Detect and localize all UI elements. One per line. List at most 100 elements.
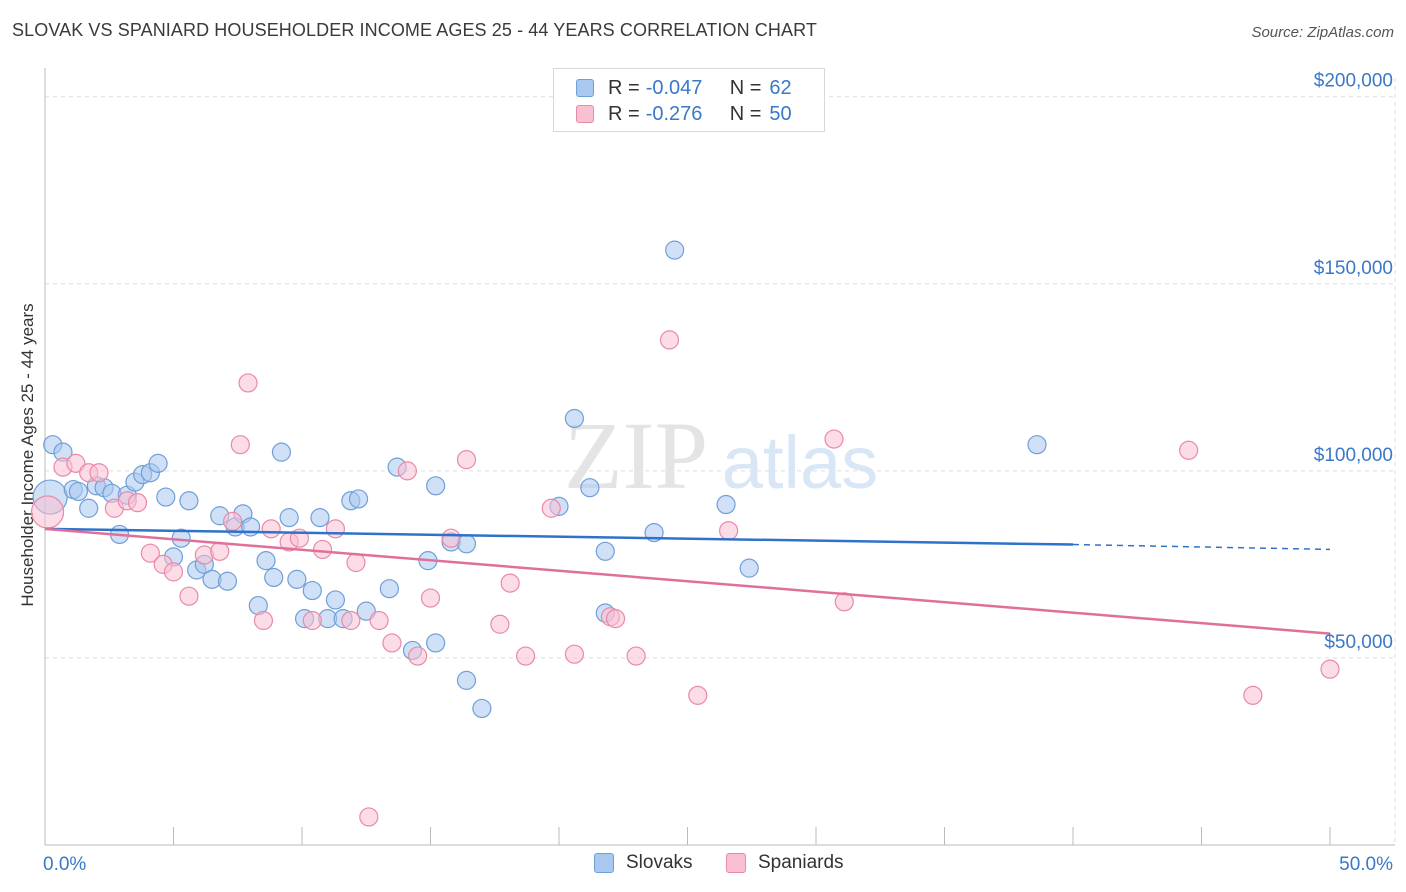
y-tick-label: $150,000 xyxy=(1314,258,1393,279)
series-legend-spaniards[interactable]: Spaniards xyxy=(726,852,844,874)
spaniard-point xyxy=(89,463,109,483)
spaniard-point xyxy=(500,573,520,593)
slovak-trend-line-extension xyxy=(1072,543,1331,551)
series-legend-slovaks[interactable]: Slovaks xyxy=(594,852,693,874)
legend-swatch-slovaks xyxy=(576,79,594,97)
spaniard-point xyxy=(238,373,258,393)
spaniard-point xyxy=(253,610,274,631)
spaniard-point xyxy=(1179,440,1199,460)
slovak-point xyxy=(179,491,199,511)
slovak-point xyxy=(426,633,446,653)
series-label-spaniards: Spaniards xyxy=(758,852,844,873)
watermark-atlas: atlas xyxy=(722,421,878,504)
y-tick-label: $50,000 xyxy=(1324,632,1393,653)
legend-row-slovaks: R = -0.047 N = 62 xyxy=(576,76,792,100)
spaniard-point xyxy=(688,685,708,705)
slovak-trend-line xyxy=(44,527,1074,546)
x-tick-label: 50.0% xyxy=(1339,854,1393,875)
legend-r-label: R = xyxy=(608,102,640,125)
spaniard-point xyxy=(605,609,626,629)
slovak-point xyxy=(148,453,168,473)
spaniard-point xyxy=(369,610,389,631)
spaniard-point xyxy=(359,807,379,827)
slovak-point xyxy=(302,580,322,601)
slovak-point xyxy=(472,698,492,719)
spaniard-point xyxy=(397,461,417,481)
gridlines xyxy=(45,78,1396,845)
spaniard-point xyxy=(541,498,561,518)
slovak-point xyxy=(310,508,330,528)
watermark: ZIP atlas xyxy=(564,402,878,509)
slovak-point xyxy=(264,567,284,588)
series-swatch-spaniards xyxy=(726,853,746,873)
slovak-point xyxy=(279,508,299,528)
slovak-point xyxy=(456,670,477,690)
spaniard-point xyxy=(441,528,461,548)
legend-r-value: -0.047 xyxy=(645,76,703,99)
slovak-point xyxy=(217,571,238,591)
correlation-legend: R = -0.047 N = 62 R = -0.276 N = 50 xyxy=(553,68,825,132)
y-tick-label: $100,000 xyxy=(1314,445,1393,466)
series-label-slovaks: Slovaks xyxy=(626,852,693,873)
slovak-point xyxy=(739,558,759,578)
spaniard-point xyxy=(341,610,361,631)
spaniard-point xyxy=(30,495,65,529)
slovak-point xyxy=(716,494,736,515)
spaniard-point xyxy=(824,429,844,449)
spaniard-point xyxy=(179,586,199,606)
spaniard-point xyxy=(382,633,402,653)
x-tick-label: 0.0% xyxy=(43,854,86,875)
slovak-point xyxy=(564,408,585,429)
slovak-point xyxy=(595,541,615,561)
spaniard-point xyxy=(127,493,148,513)
spaniard-point xyxy=(420,588,441,608)
spaniard-point xyxy=(719,521,739,541)
legend-n-label: N = xyxy=(729,102,762,125)
legend-n-label: N = xyxy=(729,76,762,99)
spaniard-point xyxy=(163,562,184,582)
series-swatch-slovaks xyxy=(594,853,614,873)
tick-labels: $50,000 $100,000 $150,000 $200,000 0.0% 50.0% xyxy=(43,71,1393,875)
slovak-point xyxy=(287,569,307,589)
legend-r-value: -0.276 xyxy=(645,102,703,125)
slovak-point xyxy=(426,476,446,496)
spaniard-trend-line xyxy=(44,527,1331,635)
spaniard-point xyxy=(312,539,333,560)
axes xyxy=(44,68,1395,846)
slovak-point xyxy=(79,498,99,518)
slovak-point xyxy=(1027,435,1047,455)
spaniard-point xyxy=(490,614,510,634)
spaniard-point xyxy=(1320,659,1340,679)
series-legend: Slovaks Spaniards xyxy=(0,852,1406,878)
y-tick-label: $200,000 xyxy=(1314,71,1393,92)
spaniard-point xyxy=(456,450,477,470)
spaniard-point xyxy=(230,435,250,455)
spaniard-point xyxy=(346,552,366,573)
spaniard-point xyxy=(261,519,281,539)
trend-lines xyxy=(44,527,1331,635)
spaniard-point xyxy=(223,511,243,531)
source-label: Source: ZipAtlas.com xyxy=(1251,24,1394,41)
slovak-point xyxy=(580,478,600,498)
spaniard-point xyxy=(564,644,585,664)
chart-title: SLOVAK VS SPANIARD HOUSEHOLDER INCOME AG… xyxy=(12,20,817,40)
legend-row-spaniards: R = -0.276 N = 50 xyxy=(576,102,792,126)
legend-n-value: 62 xyxy=(769,76,792,99)
slovak-point xyxy=(271,442,292,462)
spaniard-point xyxy=(302,610,322,631)
spaniard-point xyxy=(140,543,160,563)
slovak-point xyxy=(379,579,399,599)
legend-r-label: R = xyxy=(608,76,640,99)
slovak-point xyxy=(156,487,176,507)
spaniard-point xyxy=(659,330,680,350)
spaniard-point xyxy=(66,453,86,473)
slovak-point xyxy=(356,601,376,621)
slovak-point xyxy=(325,590,346,610)
legend-n-value: 50 xyxy=(769,102,792,125)
slovak-point xyxy=(665,240,685,260)
spaniard-point xyxy=(210,541,230,561)
spaniard-point xyxy=(626,646,646,666)
data-points xyxy=(30,240,1340,827)
legend-swatch-spaniards xyxy=(576,105,594,123)
